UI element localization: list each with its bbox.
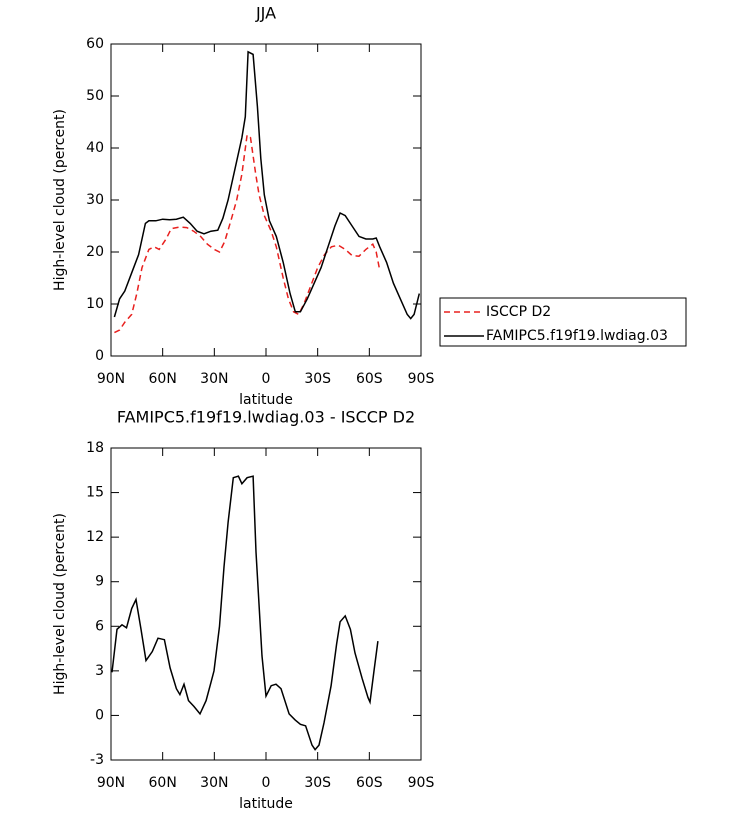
- y-tick-label: 0: [95, 348, 104, 364]
- data-line: [114, 133, 381, 334]
- x-tick-label: 30N: [200, 371, 228, 387]
- x-tick-label: 60N: [149, 775, 177, 791]
- x-tick-label: 60S: [356, 371, 383, 387]
- x-tick-label: 90N: [97, 775, 125, 791]
- x-tick-label: 30N: [200, 775, 228, 791]
- y-tick-label: 50: [86, 88, 104, 104]
- y-tick-label: 0: [95, 707, 104, 723]
- y-tick-label: 20: [86, 244, 104, 260]
- y-axis-label: High-level cloud (percent): [52, 109, 68, 291]
- x-tick-label: 60N: [149, 371, 177, 387]
- x-axis-label: latitude: [239, 392, 293, 408]
- x-tick-label: 90S: [408, 775, 435, 791]
- y-tick-label: 40: [86, 140, 104, 156]
- chart-title: FAMIPC5.f19f19.lwdiag.03 - ISCCP D2: [117, 408, 415, 427]
- y-tick-label: 6: [95, 618, 104, 634]
- y-axis-label: High-level cloud (percent): [52, 513, 68, 695]
- x-tick-label: 30S: [304, 371, 331, 387]
- y-tick-label: 9: [95, 574, 104, 590]
- y-tick-label: 10: [86, 296, 104, 312]
- y-tick-label: 18: [86, 440, 104, 456]
- y-tick-label: 3: [95, 663, 104, 679]
- legend-box: [439, 297, 687, 347]
- x-tick-label: 90S: [408, 371, 435, 387]
- y-tick-label: 60: [86, 36, 104, 52]
- x-tick-label: 0: [262, 371, 271, 387]
- x-axis-label: latitude: [239, 796, 293, 812]
- y-tick-label: 15: [86, 485, 104, 501]
- legend-label: ISCCP D2: [486, 304, 551, 320]
- y-tick-label: 12: [86, 529, 104, 545]
- legend-label: FAMIPC5.f19f19.lwdiag.03: [486, 328, 668, 344]
- x-tick-label: 0: [262, 775, 271, 791]
- x-tick-label: 30S: [304, 775, 331, 791]
- x-tick-label: 60S: [356, 775, 383, 791]
- x-tick-label: 90N: [97, 371, 125, 387]
- plot-frame: [110, 447, 422, 761]
- y-tick-label: 30: [86, 192, 104, 208]
- chart-title: JJA: [255, 4, 276, 23]
- data-line: [111, 475, 379, 751]
- y-tick-label: -3: [90, 752, 104, 768]
- data-line: [113, 50, 421, 320]
